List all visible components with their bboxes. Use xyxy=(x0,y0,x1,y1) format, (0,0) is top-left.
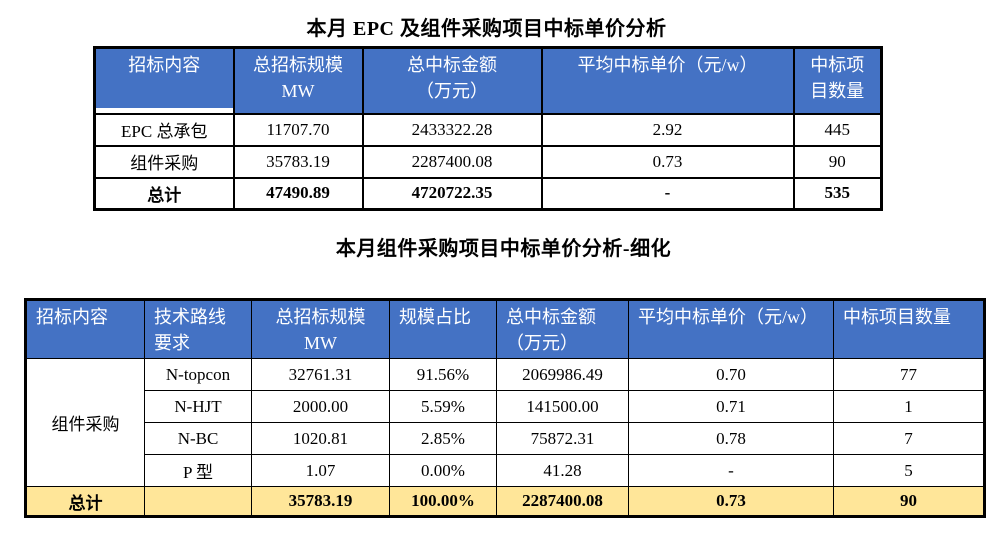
table2-title: 本月组件采购项目中标单价分析-细化 xyxy=(335,238,672,260)
cell-value: 90 xyxy=(833,486,985,517)
cell-value: 2000.00 xyxy=(251,390,390,423)
cell-value: 2.92 xyxy=(540,112,795,147)
cell-value: 535 xyxy=(792,176,883,211)
cell-tech-label: N-BC xyxy=(144,422,252,455)
t1-header-avg-unit-price: 平均中标单价（元/w） xyxy=(540,46,795,115)
t2-header-total-win-amount: 总中标金额 （万元） xyxy=(496,299,629,359)
cell-value: 445 xyxy=(792,112,883,147)
cell-tech-label: P 型 xyxy=(144,454,252,487)
t1-header-total-win-amount: 总中标金额 （万元） xyxy=(361,46,543,115)
table-row-p-type: P 型 1.07 0.00% 41.28 - 5 xyxy=(26,454,985,487)
cell-value: - xyxy=(540,176,795,211)
cell-value: 35783.19 xyxy=(232,144,364,179)
table2-header-row: 招标内容 技术路线 要求 总招标规模 MW 规模占比 总中标金额 （万元） 平均… xyxy=(25,299,985,359)
table-row-n-hjt: N-HJT 2000.00 5.59% 141500.00 0.71 1 xyxy=(26,390,985,423)
cell-value: 0.73 xyxy=(628,486,834,517)
t1-header-bid-content: 招标内容 xyxy=(93,46,235,115)
table-row-n-topcon: 组件采购 N-topcon 32761.31 91.56% 2069986.49… xyxy=(25,358,985,487)
cell-value: 2069986.49 xyxy=(496,358,629,391)
cell-label: EPC 总承包 xyxy=(93,112,235,147)
cell-value: 91.56% xyxy=(389,358,497,391)
table-row-epc: EPC 总承包 11707.70 2433322.28 2.92 445 xyxy=(93,112,883,147)
cell-value: 75872.31 xyxy=(496,422,629,455)
t1-header-project-count: 中标项 目数量 xyxy=(792,46,883,115)
table2-total-row: 总计 35783.19 100.00% 2287400.08 0.73 90 xyxy=(25,486,985,517)
cell-label: 组件采购 xyxy=(93,144,235,179)
t2-header-total-scale-mw: 总招标规模 MW xyxy=(251,299,390,359)
cell-tech-label: N-topcon xyxy=(144,358,252,391)
cell-value: 90 xyxy=(792,144,883,179)
cell-tech-label: N-HJT xyxy=(144,390,252,423)
component-detail-table: 招标内容 技术路线 要求 总招标规模 MW 规模占比 总中标金额 （万元） 平均… xyxy=(24,298,986,518)
cell-value: 1 xyxy=(833,390,985,423)
cell-value: 2433322.28 xyxy=(361,112,543,147)
cell-value: 2287400.08 xyxy=(496,486,629,517)
t2-header-scale-share: 规模占比 xyxy=(389,299,497,359)
cell-total-label: 总计 xyxy=(93,176,235,211)
cell-value: 11707.70 xyxy=(232,112,364,147)
cell-value: 4720722.35 xyxy=(361,176,543,211)
cell-value: 1.07 xyxy=(251,454,390,487)
cell-value: 2.85% xyxy=(389,422,497,455)
cell-value: 0.71 xyxy=(628,390,834,423)
cell-value: 5.59% xyxy=(389,390,497,423)
t2-header-tech-route: 技术路线 要求 xyxy=(144,299,252,359)
cell-value: 0.78 xyxy=(628,422,834,455)
cell-value: 100.00% xyxy=(389,486,497,517)
table-row-component: 组件采购 35783.19 2287400.08 0.73 90 xyxy=(93,144,883,179)
cell-value: 1020.81 xyxy=(251,422,390,455)
cell-value: 0.70 xyxy=(628,358,834,391)
cell-value: 77 xyxy=(833,358,985,391)
table1-title: 本月 EPC 及组件采购项目中标单价分析 xyxy=(306,18,667,40)
t1-header-total-scale-mw: 总招标规模 MW xyxy=(232,46,364,115)
cell-total-label: 总计 xyxy=(25,486,145,517)
cell-value: 141500.00 xyxy=(496,390,629,423)
cell-value: 41.28 xyxy=(496,454,629,487)
cell-value: - xyxy=(628,454,834,487)
cell-value: 35783.19 xyxy=(251,486,390,517)
cell-value: 7 xyxy=(833,422,985,455)
cell-value: 0.73 xyxy=(540,144,795,179)
t2-header-avg-unit-price: 平均中标单价（元/w） xyxy=(628,299,834,359)
epc-and-component-summary-table: 招标内容 总招标规模 MW 总中标金额 （万元） 平均中标单价（元/w） 中标项… xyxy=(93,46,883,211)
t2-header-project-count: 中标项目数量 xyxy=(833,299,985,359)
table1-total-row: 总计 47490.89 4720722.35 - 535 xyxy=(93,176,883,211)
cell-value: 0.00% xyxy=(389,454,497,487)
cell-value: 32761.31 xyxy=(251,358,390,391)
t2-header-bid-content: 招标内容 xyxy=(25,299,145,359)
cell-value: 2287400.08 xyxy=(361,144,543,179)
cell-value: 47490.89 xyxy=(232,176,364,211)
cell-group-label: 组件采购 xyxy=(25,358,145,487)
cell-value: 5 xyxy=(833,454,985,487)
cell-empty xyxy=(144,486,252,517)
table1-header-row: 招标内容 总招标规模 MW 总中标金额 （万元） 平均中标单价（元/w） 中标项… xyxy=(93,46,883,115)
table-row-n-bc: N-BC 1020.81 2.85% 75872.31 0.78 7 xyxy=(26,422,985,455)
